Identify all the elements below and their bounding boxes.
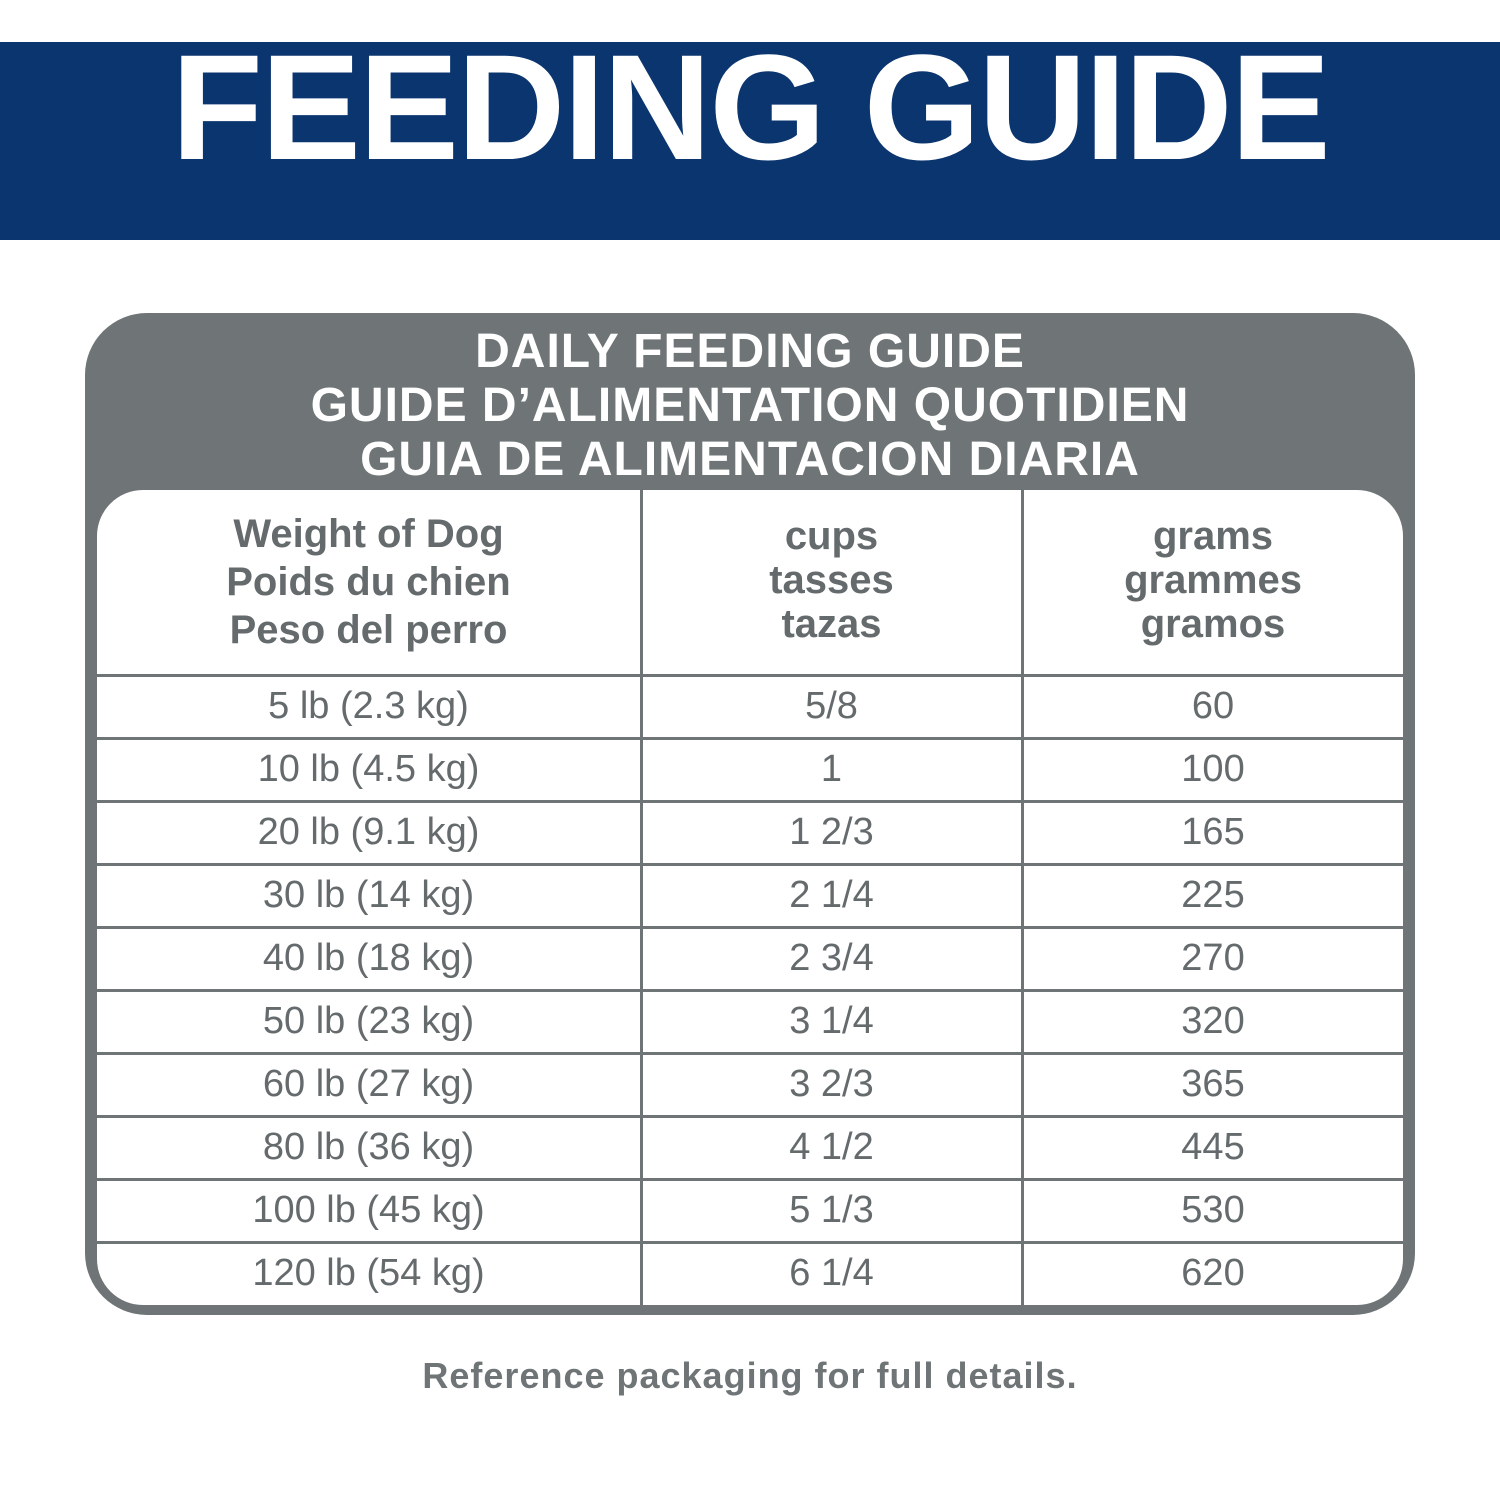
table-cell: 5 lb (2.3 kg) [268,685,469,727]
row-divider [97,989,1403,992]
row-divider [97,863,1403,866]
feeding-table: Weight of Dog Poids du chien Peso del perr… [97,490,1403,1305]
table-cell: 445 [1181,1126,1245,1168]
table-cell: 365 [1181,1063,1245,1105]
table-cell: 2 1/4 [789,874,874,916]
table-title-line: GUIA DE ALIMENTACION DIARIA [360,433,1140,486]
table-cell: 4 1/2 [789,1126,874,1168]
row-divider [97,674,1403,677]
table-cell: 10 lb (4.5 kg) [257,748,480,790]
table-cell: 2 3/4 [789,937,874,979]
table-cell: 80 lb (36 kg) [262,1126,475,1168]
table-cell: 60 [1191,685,1235,727]
row-divider [97,926,1403,929]
table-cell: 6 1/4 [789,1252,874,1294]
column-header: grams grammes gramos [1023,490,1403,675]
table-cell: 120 lb (54 kg) [252,1252,485,1294]
row-divider [97,800,1403,803]
table-cell: 320 [1181,1000,1245,1042]
column-header-line: Weight of Dog [233,512,504,556]
row-divider [97,1241,1403,1244]
table-cell: 225 [1181,874,1245,916]
table-cell: 60 lb (27 kg) [262,1063,475,1105]
column-header-line: Peso del perro [229,608,508,652]
table-title: DAILY FEEDING GUIDE GUIDE D’ALIMENTATION … [85,325,1415,487]
column-header-line: cups [784,514,879,558]
column-header-line: grammes [1124,558,1302,602]
column-header-line: tasses [769,558,894,602]
table-title-line: DAILY FEEDING GUIDE [475,325,1025,378]
row-divider [97,1115,1403,1118]
column-divider [1021,490,1024,1305]
table-cell: 530 [1181,1189,1245,1231]
table-cell: 620 [1181,1252,1245,1294]
column-header-line: gramos [1140,602,1286,646]
column-divider [640,490,643,1305]
table-cell: 270 [1181,937,1245,979]
column-header-line: Poids du chien [226,560,511,604]
table-cell: 40 lb (18 kg) [262,937,475,979]
table-cell: 1 [820,748,843,790]
table-cell: 5/8 [805,685,858,727]
table-cell: 3 1/4 [789,1000,874,1042]
table-cell: 20 lb (9.1 kg) [257,811,480,853]
feeding-table-box: DAILY FEEDING GUIDE GUIDE D’ALIMENTATION … [85,313,1415,1315]
table-cell: 165 [1181,811,1245,853]
footer-note: Reference packaging for full details. [422,1355,1078,1396]
row-divider [97,737,1403,740]
row-divider [97,1178,1403,1181]
table-cell: 30 lb (14 kg) [262,874,475,916]
table-cell: 100 [1181,748,1245,790]
table-cell: 100 lb (45 kg) [252,1189,485,1231]
row-divider [97,1052,1403,1055]
table-cell: 50 lb (23 kg) [262,1000,475,1042]
table-cell: 1 2/3 [789,811,874,853]
column-header: Weight of Dog Poids du chien Peso del perr… [97,490,640,675]
table-cell: 5 1/3 [789,1189,874,1231]
column-header-line: grams [1152,514,1274,558]
column-header-line: tazas [781,602,882,646]
column-header: cups tasses tazas [640,490,1023,675]
banner-title: FEEDING GUIDE [171,23,1330,191]
table-title-line: GUIDE D’ALIMENTATION QUOTIDIEN [310,379,1190,432]
banner: FEEDING GUIDE [0,23,1500,240]
table-cell: 3 2/3 [789,1063,874,1105]
